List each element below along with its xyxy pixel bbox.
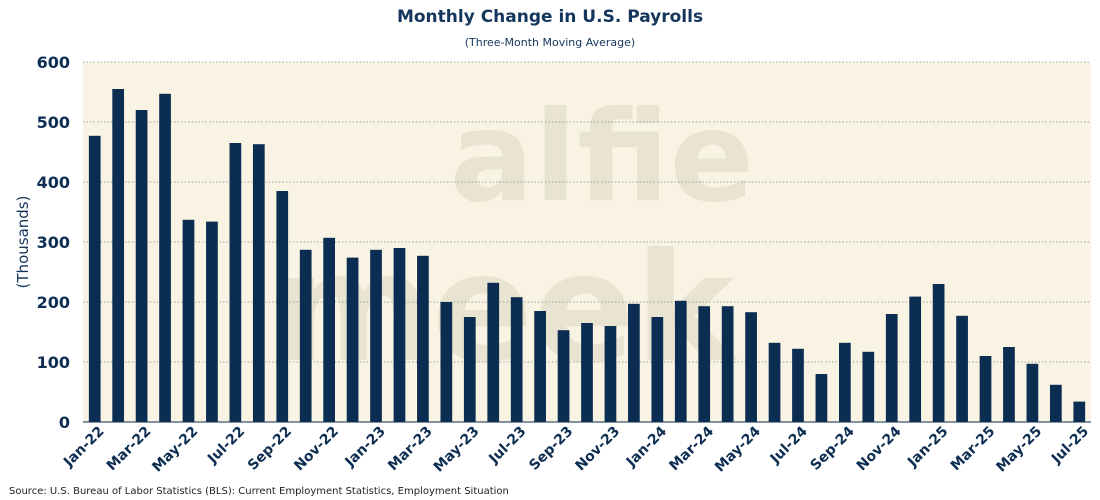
bar-feb-22 xyxy=(112,89,125,422)
bar-jul-24 xyxy=(792,348,804,422)
source-note: Source: U.S. Bureau of Labor Statistics … xyxy=(9,486,509,497)
bar-nov-22 xyxy=(323,237,335,422)
x-tick-label: Mar-25 xyxy=(948,424,999,475)
bar-jul-22 xyxy=(229,143,242,422)
bar-oct-22 xyxy=(299,249,312,422)
bar-nov-24 xyxy=(885,314,898,422)
bar-feb-23 xyxy=(393,248,406,422)
y-tick-label: 100 xyxy=(37,353,70,372)
bar-apr-25 xyxy=(1003,347,1015,422)
x-tick-label: May-23 xyxy=(431,424,483,476)
x-tick-label: Jul-25 xyxy=(1048,424,1092,468)
bar-apr-23 xyxy=(440,302,453,422)
chart-title: Monthly Change in U.S. Payrolls xyxy=(396,7,704,27)
y-tick-label: 400 xyxy=(37,173,70,192)
bar-jan-24 xyxy=(651,317,664,422)
x-tick-label: May-24 xyxy=(712,423,764,475)
bar-dec-24 xyxy=(909,296,922,422)
y-tick-label: 500 xyxy=(37,113,70,132)
x-tick-label: Mar-24 xyxy=(666,423,717,474)
bar-sep-24 xyxy=(839,342,851,422)
x-tick-label: Nov-24 xyxy=(854,423,905,474)
chart-subtitle: (Three-Month Moving Average) xyxy=(464,36,636,49)
x-tick-label: Jan-24 xyxy=(623,423,670,470)
bar-jan-23 xyxy=(370,249,382,422)
bar-aug-22 xyxy=(252,144,265,422)
bar-jun-24 xyxy=(768,342,781,422)
y-axis-ticks: 0 100 200 300 400 500 600 xyxy=(37,53,70,432)
y-axis-label: (Thousands) xyxy=(14,196,32,289)
x-tick-label: Mar-23 xyxy=(385,424,436,475)
y-tick-label: 600 xyxy=(37,53,70,72)
y-tick-label: 200 xyxy=(37,293,70,312)
bar-mar-22 xyxy=(135,110,148,422)
bar-oct-24 xyxy=(862,351,875,422)
bar-dec-22 xyxy=(346,257,359,422)
x-tick-label: Sep-23 xyxy=(526,424,576,474)
y-tick-label: 0 xyxy=(59,413,70,432)
bar-sep-23 xyxy=(557,330,570,422)
bar-apr-22 xyxy=(159,93,171,423)
bar-apr-24 xyxy=(721,306,734,422)
bar-mar-23 xyxy=(417,255,429,422)
x-tick-label: May-22 xyxy=(149,424,201,476)
bar-may-25 xyxy=(1026,363,1039,422)
bar-jan-25 xyxy=(932,284,945,422)
bar-jul-23 xyxy=(510,297,523,422)
bar-sep-22 xyxy=(276,191,289,422)
bar-oct-23 xyxy=(581,323,593,422)
y-tick-label: 300 xyxy=(37,233,70,252)
bar-may-24 xyxy=(745,312,757,422)
bar-jun-22 xyxy=(206,221,218,422)
x-tick-label: Sep-22 xyxy=(245,424,295,474)
bar-mar-24 xyxy=(698,306,711,422)
bar-jun-25 xyxy=(1049,384,1062,422)
bar-series xyxy=(88,89,1086,423)
bar-may-22 xyxy=(182,219,195,422)
x-tick-label: Jul-24 xyxy=(767,423,811,467)
bar-jun-23 xyxy=(487,282,500,422)
bar-aug-24 xyxy=(815,374,828,422)
bar-feb-24 xyxy=(674,300,687,422)
bar-aug-23 xyxy=(534,311,546,422)
bar-nov-23 xyxy=(604,326,617,422)
x-tick-label: Jul-23 xyxy=(485,424,529,468)
bar-may-23 xyxy=(463,317,476,422)
bar-jan-22 xyxy=(88,135,101,423)
watermark-word-1: alfie xyxy=(450,85,755,230)
x-tick-label: Jan-23 xyxy=(342,424,389,471)
x-tick-label: Sep-24 xyxy=(808,423,858,473)
x-tick-label: Jul-22 xyxy=(204,424,248,468)
bar-mar-25 xyxy=(979,356,992,422)
bar-jul-25 xyxy=(1073,401,1086,422)
watermark-word-2: meek xyxy=(275,222,738,396)
x-tick-label: May-25 xyxy=(993,424,1045,476)
bar-feb-25 xyxy=(956,315,968,422)
bar-dec-23 xyxy=(628,303,640,422)
x-tick-label: Nov-23 xyxy=(573,424,624,475)
x-tick-label: Mar-22 xyxy=(104,424,155,475)
x-tick-label: Nov-22 xyxy=(291,424,342,475)
x-tick-label: Jan-25 xyxy=(904,424,951,471)
